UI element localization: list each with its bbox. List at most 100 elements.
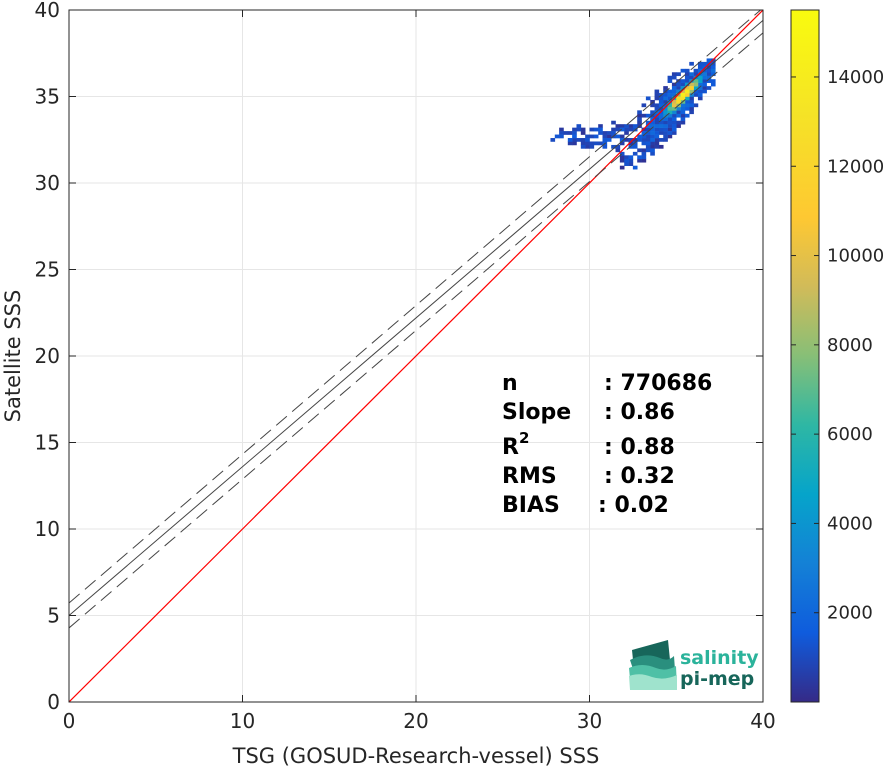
density-cell xyxy=(667,110,673,115)
density-cell xyxy=(697,75,703,80)
density-cell xyxy=(606,134,612,139)
density-cell xyxy=(645,148,651,153)
stat-slope-label: Slope xyxy=(502,400,571,425)
density-cell xyxy=(689,82,694,87)
density-cell xyxy=(559,127,564,132)
density-cell xyxy=(684,93,690,97)
density-cell xyxy=(658,120,664,125)
density-cell xyxy=(697,65,703,70)
density-cell xyxy=(663,106,668,111)
density-cell xyxy=(611,127,616,132)
logo-line2: pi-mep xyxy=(680,668,754,690)
density-cell xyxy=(567,141,573,146)
density-cell xyxy=(671,106,677,111)
density-cell xyxy=(585,144,590,149)
density-cell xyxy=(676,96,681,101)
density-cell xyxy=(611,144,616,149)
density-cell xyxy=(650,138,655,142)
x-tick-label: 40 xyxy=(750,709,775,733)
density-cell xyxy=(619,151,625,156)
density-cell xyxy=(702,89,707,94)
density-cell xyxy=(650,131,655,135)
density-cell xyxy=(702,86,707,90)
colorbar xyxy=(790,9,820,703)
density-cell xyxy=(645,144,651,149)
colorbar-ticks: 2000 4000 6000 8000 10000 12000 14000 xyxy=(791,67,884,624)
density-cell xyxy=(676,99,681,104)
density-cell xyxy=(563,131,569,135)
density-cell xyxy=(658,117,664,122)
density-cell xyxy=(637,138,642,142)
density-cell xyxy=(676,124,681,128)
density-cell xyxy=(602,144,608,149)
density-cell xyxy=(641,131,647,135)
density-cell xyxy=(697,79,703,83)
density-cell xyxy=(602,134,608,139)
density-cell xyxy=(598,124,603,128)
density-cell xyxy=(654,134,660,139)
density-cell xyxy=(628,158,634,163)
density-cell xyxy=(619,138,625,142)
density-cell xyxy=(689,110,694,115)
density-cell xyxy=(693,68,699,73)
density-cell xyxy=(706,68,712,73)
density-cell xyxy=(676,89,681,94)
density-cell xyxy=(580,144,586,149)
density-cell xyxy=(645,124,651,128)
density-cell xyxy=(624,158,629,163)
density-cell xyxy=(658,113,664,118)
density-cell xyxy=(702,72,707,77)
density-cell xyxy=(589,144,595,149)
density-cell xyxy=(650,151,655,156)
density-cell xyxy=(628,124,634,128)
density-cell xyxy=(624,127,629,132)
density-cell xyxy=(697,82,703,87)
density-cell xyxy=(680,79,686,83)
density-cell xyxy=(593,127,599,132)
density-cell xyxy=(663,86,668,90)
density-cell xyxy=(667,134,673,139)
density-cell xyxy=(676,120,681,125)
stat-n-label: n xyxy=(502,371,518,396)
density-cell xyxy=(619,141,625,146)
density-cell xyxy=(654,96,660,101)
density-cell xyxy=(593,134,599,139)
density-cell xyxy=(667,89,673,94)
density-cell xyxy=(598,131,603,135)
density-cell xyxy=(572,131,577,135)
density-cell xyxy=(632,165,638,170)
density-cell xyxy=(706,86,712,90)
density-cell xyxy=(667,99,673,104)
density-cell xyxy=(645,141,651,146)
regression-line xyxy=(69,20,763,616)
colorbar-tick-label: 6000 xyxy=(827,424,873,445)
density-cell xyxy=(645,96,651,101)
density-cell xyxy=(689,61,694,66)
density-cell xyxy=(598,141,603,146)
density-cell xyxy=(654,131,660,135)
density-cell xyxy=(693,103,699,108)
density-cell xyxy=(680,103,686,108)
density-cell xyxy=(654,106,660,111)
density-cell xyxy=(671,120,677,125)
colorbar-tick-label: 8000 xyxy=(827,335,873,356)
density-cell xyxy=(671,124,677,128)
density-cell xyxy=(684,86,690,90)
density-cell xyxy=(667,124,673,128)
density-cell xyxy=(580,141,586,146)
density-cell xyxy=(684,106,690,111)
density-cell xyxy=(650,148,655,153)
density-cell xyxy=(580,138,586,142)
density-cell xyxy=(697,89,703,94)
density-cell xyxy=(671,89,677,94)
density-cell xyxy=(697,93,703,97)
density-cell xyxy=(671,110,677,115)
density-cell xyxy=(641,141,647,146)
density-cell xyxy=(702,75,707,80)
density-cell xyxy=(710,72,716,77)
density-cell xyxy=(706,79,712,83)
density-cell xyxy=(684,82,690,87)
density-cell xyxy=(667,113,673,118)
density-cell xyxy=(680,120,686,125)
